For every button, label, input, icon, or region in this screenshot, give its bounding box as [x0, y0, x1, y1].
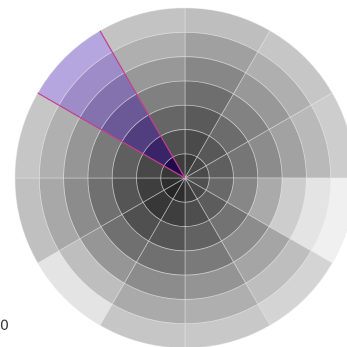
wheel-cell[interactable]	[99, 7, 186, 53]
corner-label: 0	[0, 318, 9, 334]
selected-sector-edge-start	[37, 92, 186, 179]
selected-sector-edge-end	[99, 30, 186, 179]
